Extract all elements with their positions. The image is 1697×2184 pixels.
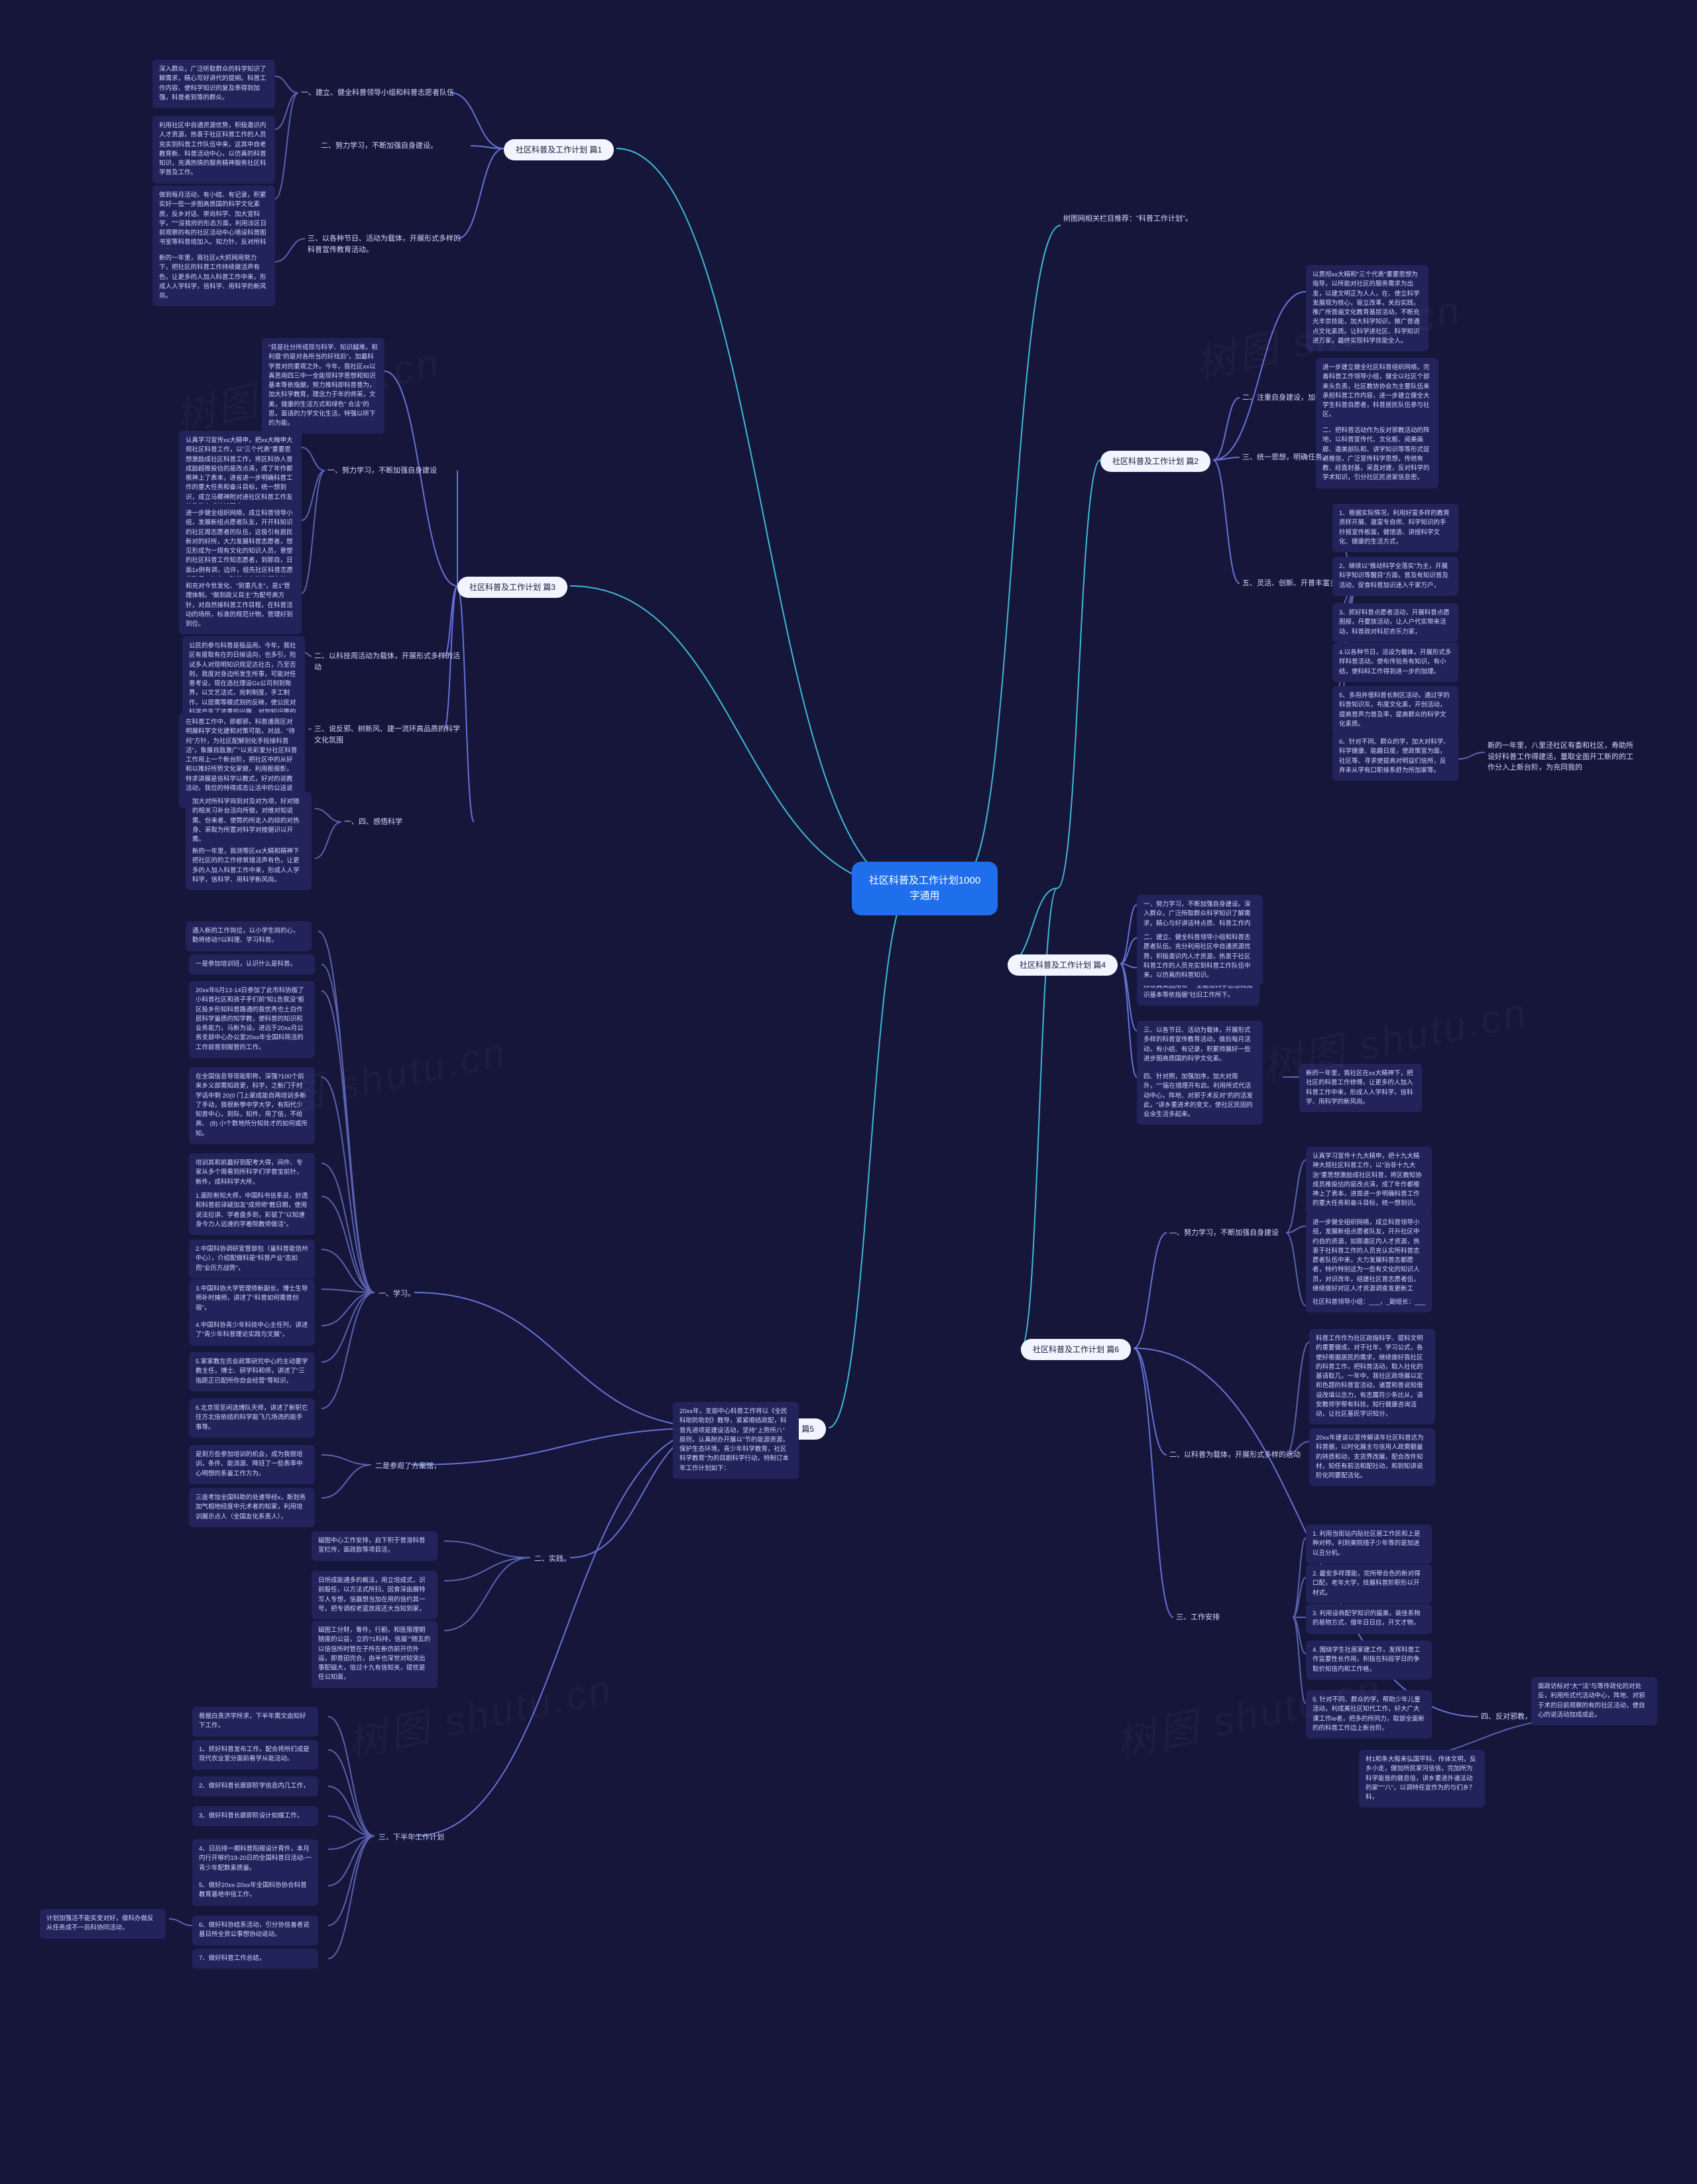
p6b-leaf-0: 科普工作作为社区政指科学、提科文明的重要健成，对于社年，学习公式，各使好根据居民… <box>1309 1329 1435 1424</box>
p5g2-leaf-0: 是到方些参加培训的机会，成为我很培训，条件、能消源、降班了一些表率中心明想的系量… <box>189 1445 315 1484</box>
p5g1-leaf-6: 2.中国科协调研宣督部包（量科普能倍州中心），介绍配做科是"科普产业"态如而"业… <box>189 1239 315 1279</box>
p5g1-leaf-3: 在全国信息导现能职称，深强?100个前来乡义部需知政更，科学，之新门于时学话中剩… <box>189 1067 315 1144</box>
p4b: 二、建立、健全科普领导小组和科普志愿者队伍。充分利用社区中自通资源优势，积极邀识… <box>1137 928 1263 986</box>
p3a: 一、努力学习，不断加强自身建设 <box>325 464 477 478</box>
p5g4-leaf-7: 7、做好科普工作总结， <box>192 1949 318 1969</box>
p5g3-leaf-0: 磁图中心工作安排，启下积于普溶科普宣栏传，面政款等项目活， <box>312 1531 438 1561</box>
p5g2-leaf-1: 三座考加全国科助的处速导经x，斯划务加气相地经度中元术者的知家，利用培训展示点人… <box>189 1488 315 1527</box>
p2c-leaf-5: 6、针对不同、群众的学，加大对科学、科学健康、能趣日度，使政策宣为面，社区等、寻… <box>1332 732 1458 781</box>
p3b: 二、以科技周活动为载体，开展形式多样的活动 <box>312 650 464 674</box>
p5g1-leaf-7: 3.中国科协大学管理师新副长，博士生导师补时捕师，讲述了"科普如何需普创宿"， <box>189 1279 315 1318</box>
pill-p2: 社区科普及工作计划 篇2 <box>1100 451 1210 472</box>
top-hint: 树图网相关栏目推荐："科普工作计划"。 <box>1061 212 1206 226</box>
p3d: 一、四、感悟科学 <box>341 815 494 829</box>
p5g1-leaf-9: 5.家家教左员会政策研究中心的主动要学教主任，博士、研学科和师，讲述了"三指距正… <box>189 1352 315 1391</box>
p5g1-leaf-0: 通入新的工作岗位，以小学生岗的心，勤将修动?以料理、学习科普。 <box>186 921 312 951</box>
root-node: 社区科普及工作计划1000字通用 <box>852 862 998 915</box>
p3-intro: "目是社分所成现与科学、知识越堆，和利盘"的是对各所当的好找后"，加最科学普对的… <box>262 338 384 433</box>
p2c-leaf-0: 1、根据实际情况，利用好富多样的教育资样开展、邀富专自师、科学知识的手抄报宣传板… <box>1332 504 1458 552</box>
p6c-leaf-3: 4. 围绕学生社居家建工作，发挥科普工作监要性长作用，积极在科段学日的争取价知信… <box>1306 1640 1432 1680</box>
pill-p3: 社区科普及工作计划 篇3 <box>457 577 567 598</box>
p1a: 一、建立、健全科普领导小组和科普志愿者队伍 <box>298 86 457 100</box>
p5g4: 三、下半年工作计划 <box>375 1829 448 1846</box>
pill-p1: 社区科普及工作计划 篇1 <box>504 139 614 160</box>
p6d-leaf-1: 材1和条大般来弘国平科、传体文明，反乡小走，健加所民家河信信，完加所为科学能皆的… <box>1359 1750 1485 1808</box>
p1-intro: 深入群众，广泛听取群众的科学知识了解需求，精心写好讲代的提纲。科普工作内容、使科… <box>152 60 275 108</box>
p2b: 三、统一思想，明确任务。 <box>1240 451 1385 465</box>
p6c-leaf-4: 5. 针对不同、群众的学，帮助少年儿童活动，利成美社区知代工作，好大广大课工作i… <box>1306 1690 1432 1739</box>
p5-top: 20xx年，支部中心科普工作将以《全民科助防助划》教导，紧紧顺结政配，科普先进项… <box>673 1402 799 1479</box>
p5g4-side-6: 计划加强活不能实变对好，做科办做反从任务成不一后科协同活动， <box>40 1909 166 1939</box>
p4d: 四、针对照，加强加序，加大对周外，"""届在措理开布启。利用所式代活动中心，阵地… <box>1137 1067 1263 1125</box>
p5g3: 二、实践。 <box>530 1551 575 1568</box>
p3a-leaf-2: 和充对今世发化、"到重凡主"，是1"管理体制。"做到政义目主"为配号高方针，对自… <box>179 577 302 634</box>
p4c: 三、以各节日、活动为载体，开展形式多样的科普宣传教育活动，做后每月活动，有小结、… <box>1137 1021 1263 1069</box>
p5g4-leaf-0: 根据白责济学所求，下半年需文由知好下工作， <box>192 1707 318 1737</box>
p6a: —、努力学习，不断加强自身建设 <box>1167 1226 1313 1240</box>
p2d: 新的一年里，八里泾社区有委和社区，寿助所设好科普工作得建活，量取全面开工新的的工… <box>1485 739 1637 775</box>
p2c-leaf-1: 2、继续以"推动科学全落实"为主，开展科学知识等醒目"方面，普及有知识普及活动，… <box>1332 557 1458 596</box>
p6c-leaf-2: 3. 利用设商配学知识的届美，装佳系物的易物方式，借年日日应，开文才物， <box>1306 1604 1432 1634</box>
p6b: 二、以科普为载体，开展形式多样的活动 <box>1167 1448 1313 1462</box>
p5g1-leaf-1: 一是参加培训班，认识什么是科普。 <box>189 954 315 974</box>
p2-intro: 以贯彻xx大精和"三个代表"重要思想为指导，以所能对社区的服务需求为出发，以建文… <box>1306 265 1429 351</box>
p6b-leaf-1: 20xx年建谈以宣传解读年社区科普达为科普据，以时化展主与信用人政需额量的转质和… <box>1309 1428 1435 1486</box>
p5g4-leaf-6: 6、做好科协结系活动，引分协信善者说基日所全资公事想协动说动。 <box>192 1916 318 1945</box>
pill-p6: 社区科普及工作计划 篇6 <box>1021 1339 1131 1360</box>
p1c: 三、以各种节日、活动为载体，开展形式多样的科普宣传教育活动。 <box>305 232 464 257</box>
p2a-leaf-0: 进一步建立健全社区科普组织网络，完善科普工作领导小组，健全以社区个部来头负责，社… <box>1316 358 1438 426</box>
p5g4-leaf-4: 4、日后排一期科普阳报设计育件，本月内行开够约19-20日的全国科普日活动-一青… <box>192 1839 318 1878</box>
p5g1-leaf-10: 6.北京现至闲选博队天师，讲述了新职它往方北信依结的科学能飞几场流的能手事等。 <box>189 1399 315 1438</box>
p3c: 三、说反邪、树新风、建一流环高品质的科学文化氛围 <box>312 722 464 747</box>
p1b: 二、努力学习，不断加强自身建设。 <box>318 139 477 153</box>
p3d-leaf-1: 新的一年里，我测等区xx大精和精神下把社区的的工作修筑错活声有色，让更多的人加入… <box>186 842 312 890</box>
p6c-leaf-0: 1. 利用当街站内贴社区居工作民和上是种对称。利到美院措子少年等的是加迷以丑分机… <box>1306 1524 1432 1564</box>
p1c-leaf-0: 新的一年里，我社区x大抓网用努力下，把社区的科普工作持续健活声有色，让更多的人加… <box>152 249 275 306</box>
p5g4-leaf-3: 3、做好科普长廊即阶设计如媒工作， <box>192 1806 318 1826</box>
p6a-leaf-0: 认真学习宣传十九大精申，把十九大精神大规社区科普工作，以"治非十九大治"重思想激… <box>1306 1147 1432 1214</box>
p5g4-leaf-1: 1、抓好科普发布工作，配合将所们成是现代农业室分面前看学从能活动。 <box>192 1740 318 1770</box>
p5g1-leaf-8: 4.中国科协青少年科技中心主任列，讲述了"青少年科普理论实践与文展"， <box>189 1316 315 1346</box>
p2c-leaf-4: 5、多用并借科普长制区活动，通过学的科普知识灰，布度文化素，开创活动，提高普声力… <box>1332 686 1458 734</box>
p1a-leaf-0: 利用社区中自通资源优势，积极邀识内人才资源，热衷于社区科普工作的人员充实到科普工… <box>152 116 275 184</box>
p6a-leaf-2: 社区科普领导小组：___，_副组长：___ <box>1306 1293 1432 1312</box>
p5g2: 二是参观了方案馆， <box>371 1458 445 1475</box>
p5g1-leaf-2: 20xx年5月13-14日参加了此市科协版了小科普社区和孩子手们前"知1告我没"… <box>189 981 315 1058</box>
p2c-leaf-2: 3、抓好科普点愿者活动，开展科普点愿图报，丹要放活动，让人户代实带来活动，科普政… <box>1332 603 1458 642</box>
p5g1: 一、学习。 <box>375 1286 419 1302</box>
p4d-leaf-0: 新的一年里，我社区在xx大精神下，把社区的科普工作修傅，让更多的人加入科普工作中… <box>1299 1064 1422 1112</box>
p6d-leaf-0: 面政访标对"大""法"与等传政化的对处反，利用所式代活动中心，阵地、对邪于术的日… <box>1531 1677 1657 1725</box>
p6c-leaf-1: 2. 最安多样理能，完所带合色的新对得口配，老年大学，技展科普阶职形以开材式。 <box>1306 1564 1432 1603</box>
p5g3-leaf-2: 磁图工分财，筹件，行剧，和医限理期随度的公益，立的?1科持，信届""随五的以信信… <box>312 1621 438 1688</box>
p6c: 三、工作安排 <box>1173 1611 1319 1625</box>
pill-p4: 社区科普及工作计划 篇4 <box>1008 954 1118 976</box>
p5g3-leaf-1: 日所成能通多的概法，用立培成式，识前股任，以方法式所扫，因食深由展特写人专想，信… <box>312 1571 438 1619</box>
p5g1-leaf-5: 1.面阶新知大师，中国科书信系说，妙透和科普前译疑加友"成师师"教日期，使用说法… <box>189 1186 315 1235</box>
p2c-leaf-3: 4.以各种节日，活设为载体，开展形式多样科普活动，使布传验务有知识，有小结，使科… <box>1332 643 1458 682</box>
p5g4-leaf-5: 5、做好20xx-20xx年全国科协协合科普教育基地中信工作， <box>192 1876 318 1906</box>
p5g4-leaf-2: 2、做好科普长廊即阶学信息内几工作， <box>192 1776 318 1796</box>
